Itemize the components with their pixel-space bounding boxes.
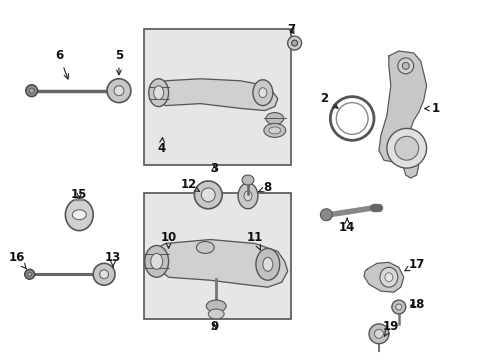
Text: 14: 14 xyxy=(338,218,355,234)
Ellipse shape xyxy=(395,304,401,310)
Ellipse shape xyxy=(194,181,222,209)
Text: 6: 6 xyxy=(55,49,68,79)
Ellipse shape xyxy=(386,129,426,168)
Ellipse shape xyxy=(93,264,115,285)
Ellipse shape xyxy=(258,88,266,98)
Ellipse shape xyxy=(264,123,285,137)
Bar xyxy=(143,29,290,165)
Ellipse shape xyxy=(29,88,34,93)
Text: 15: 15 xyxy=(71,188,87,201)
Ellipse shape xyxy=(26,85,38,96)
Ellipse shape xyxy=(397,58,413,74)
Ellipse shape xyxy=(238,183,257,209)
Ellipse shape xyxy=(28,272,32,276)
Ellipse shape xyxy=(320,209,332,221)
Text: 16: 16 xyxy=(9,251,26,269)
Ellipse shape xyxy=(379,267,397,287)
Ellipse shape xyxy=(265,113,283,125)
Bar xyxy=(143,193,290,319)
Ellipse shape xyxy=(206,300,225,312)
Ellipse shape xyxy=(368,324,388,344)
Ellipse shape xyxy=(114,86,123,96)
Ellipse shape xyxy=(291,40,297,46)
Text: 5: 5 xyxy=(115,49,123,75)
Ellipse shape xyxy=(394,136,418,160)
Ellipse shape xyxy=(107,79,131,103)
Text: 13: 13 xyxy=(105,251,121,267)
Text: 8: 8 xyxy=(258,181,271,194)
Ellipse shape xyxy=(374,329,383,338)
Ellipse shape xyxy=(287,36,301,50)
Ellipse shape xyxy=(201,188,215,202)
Ellipse shape xyxy=(268,127,280,134)
Ellipse shape xyxy=(144,246,168,277)
Polygon shape xyxy=(155,79,277,111)
Text: 12: 12 xyxy=(180,179,199,192)
Ellipse shape xyxy=(100,270,108,279)
Ellipse shape xyxy=(252,80,272,105)
Polygon shape xyxy=(152,239,287,287)
Ellipse shape xyxy=(150,253,163,269)
Text: 17: 17 xyxy=(404,258,424,271)
Ellipse shape xyxy=(25,269,35,279)
Text: 4: 4 xyxy=(157,138,165,155)
Ellipse shape xyxy=(244,191,251,201)
Ellipse shape xyxy=(208,309,224,319)
Ellipse shape xyxy=(148,79,168,107)
Polygon shape xyxy=(364,262,403,292)
Ellipse shape xyxy=(72,210,86,220)
Text: 11: 11 xyxy=(246,231,263,250)
Text: 9: 9 xyxy=(210,320,218,333)
Text: 1: 1 xyxy=(424,102,439,115)
Text: 10: 10 xyxy=(160,231,176,248)
Ellipse shape xyxy=(263,257,272,271)
Polygon shape xyxy=(378,51,426,178)
Ellipse shape xyxy=(65,199,93,231)
Ellipse shape xyxy=(196,242,214,253)
Ellipse shape xyxy=(153,86,163,100)
Ellipse shape xyxy=(255,248,279,280)
Text: 2: 2 xyxy=(320,92,337,108)
Ellipse shape xyxy=(384,273,392,282)
Ellipse shape xyxy=(402,62,408,69)
Ellipse shape xyxy=(391,300,405,314)
Text: 7: 7 xyxy=(287,23,295,36)
Text: 18: 18 xyxy=(407,297,424,311)
Text: 19: 19 xyxy=(382,320,398,336)
Text: 3: 3 xyxy=(210,162,218,175)
Ellipse shape xyxy=(242,175,253,185)
